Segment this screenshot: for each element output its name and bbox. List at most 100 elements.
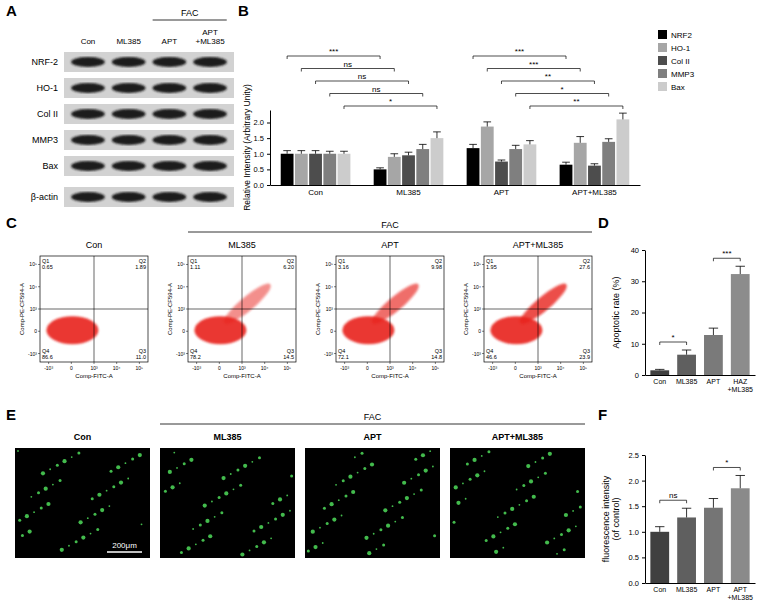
micrograph — [15, 448, 150, 558]
x-tick-label: 0 — [514, 365, 517, 371]
error-bar — [340, 151, 348, 154]
significance-label: ns — [358, 72, 366, 81]
cell-signal — [75, 540, 78, 543]
x-tick — [492, 362, 493, 364]
cell-signal — [344, 495, 347, 498]
quadrant-value: 9.98 — [431, 264, 442, 270]
panel-letter: E — [6, 406, 16, 423]
x-axis-title: Comp-FITC-A — [519, 373, 556, 379]
cell-signal — [342, 479, 345, 482]
x-axis-title: Comp-FITC-A — [371, 373, 408, 379]
micrograph — [160, 448, 295, 558]
cell-signal — [93, 513, 96, 516]
error-bar — [655, 527, 664, 532]
cell-signal — [110, 470, 113, 473]
significance-label: *** — [722, 249, 731, 258]
cell-signal — [59, 479, 62, 482]
cell-signal — [179, 482, 181, 484]
y-tick — [186, 286, 188, 287]
y-axis: 010203040 — [631, 246, 646, 380]
cell-signal — [25, 514, 29, 518]
cell-signal — [537, 476, 539, 478]
y-tick: 1.0 — [629, 528, 645, 537]
quadrant-value: 72.1 — [338, 354, 349, 360]
cell-signal — [290, 475, 293, 478]
panel-letter: A — [6, 2, 17, 19]
y-tick-label: 40 — [631, 246, 639, 255]
cell-signal — [532, 495, 536, 499]
cell-signal — [30, 496, 32, 498]
blot-band — [112, 192, 146, 202]
quadrant-value: 11.0 — [136, 354, 146, 360]
event-cloud — [516, 279, 571, 328]
x-tick-label: 10⁵ — [432, 365, 440, 371]
x-tick-label: 10³ — [534, 365, 542, 371]
significance-bracket — [713, 467, 740, 470]
cell-signal — [127, 478, 129, 480]
x-tick: Con — [653, 583, 666, 593]
y-tick — [38, 309, 40, 310]
y-tick-label: 0 — [34, 328, 37, 334]
cell-signal — [180, 551, 183, 554]
x-tick — [219, 362, 220, 364]
cell-signal — [173, 452, 175, 454]
significance-bracket — [501, 81, 594, 84]
significance-bracket — [344, 106, 437, 109]
error-bar — [405, 152, 413, 155]
y-tick: 0 — [635, 371, 645, 380]
y-axis-line — [645, 456, 646, 584]
bar — [574, 143, 587, 185]
y-tick — [482, 353, 484, 354]
cell-signal — [405, 496, 409, 500]
treatment-header: FAC — [364, 412, 382, 422]
protein-label: NRF-2 — [32, 57, 59, 67]
cell-signal — [203, 503, 207, 507]
cell-signal — [211, 501, 213, 503]
cell-signal — [351, 490, 355, 494]
y-tick-label: 10³ — [178, 306, 186, 312]
blot-band — [152, 109, 186, 119]
x-tick — [71, 362, 72, 364]
cell-signal — [224, 491, 228, 495]
error-bar — [736, 475, 745, 488]
blot-strip — [64, 78, 234, 98]
significance-label: *** — [529, 60, 538, 69]
y-tick-label: 1.5 — [254, 134, 264, 143]
x-tick-label: APT — [707, 586, 721, 593]
x-tick-label: APT — [707, 378, 721, 385]
cell-signal — [398, 501, 401, 504]
x-tick — [264, 362, 265, 364]
bar — [374, 169, 387, 185]
significance-label: * — [561, 85, 564, 94]
y-tick-label: -10³ — [176, 351, 185, 357]
x-tick-label: 0 — [218, 365, 221, 371]
y-tick-label: -10³ — [28, 351, 37, 357]
cell-signal — [462, 483, 464, 485]
cell-signal — [402, 481, 406, 485]
cell-signal — [125, 462, 127, 464]
cell-signal — [341, 515, 343, 517]
cell-signal — [189, 458, 193, 462]
cell-signal — [510, 507, 514, 511]
blot-band — [152, 83, 186, 93]
significance-bracket — [473, 56, 566, 59]
quadrant-line — [188, 309, 296, 310]
bar — [560, 165, 573, 185]
image-title: APT+ML385 — [492, 432, 543, 442]
cell-signal — [243, 464, 247, 468]
cell-signal — [572, 510, 574, 512]
cell-signal — [379, 528, 382, 531]
y-tick — [482, 309, 484, 310]
cell-signal — [522, 484, 525, 487]
quadrant-value: 14.8 — [431, 354, 442, 360]
x-tick-label: 10⁴ — [409, 365, 417, 371]
y-tick-label: 10⁴ — [29, 284, 37, 290]
protein-label: HO-1 — [36, 83, 58, 93]
cell-signal — [348, 475, 352, 479]
cell-signal — [251, 461, 253, 463]
cell-signal — [49, 468, 51, 470]
y-tick: 0.0 — [254, 181, 270, 190]
cell-signal — [164, 490, 167, 493]
cell-signal — [394, 521, 396, 523]
quadrant-value: 0.65 — [42, 264, 53, 270]
